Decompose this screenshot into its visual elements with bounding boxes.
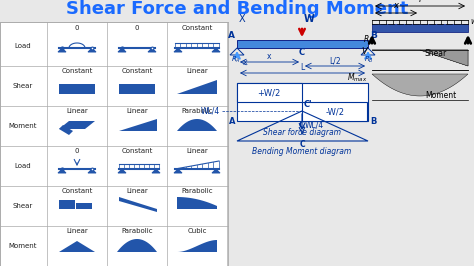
Text: Moment: Moment [9,243,37,249]
Text: l: l [419,0,421,4]
Text: Load: Load [15,43,31,49]
Polygon shape [119,197,157,212]
Text: Constant: Constant [61,68,93,74]
Text: A: A [228,117,235,126]
Text: Shear: Shear [13,203,33,209]
Text: X: X [243,60,247,66]
Text: Moment: Moment [425,92,456,101]
Text: 0: 0 [135,25,139,31]
Text: C: C [299,121,305,130]
Polygon shape [212,48,220,52]
Polygon shape [177,80,217,94]
Text: -W/2: -W/2 [326,107,345,117]
Text: $M_{max}$: $M_{max}$ [347,72,367,84]
Text: Cubic: Cubic [187,228,207,234]
Text: Parabolic: Parabolic [181,188,213,194]
Text: Linear: Linear [126,188,148,194]
Text: A: A [228,31,235,40]
Text: C': C' [304,100,313,109]
Polygon shape [148,48,156,52]
Text: $R_B$: $R_B$ [364,55,374,65]
Text: V: V [361,48,367,56]
Polygon shape [88,169,96,173]
Polygon shape [212,169,220,173]
Text: L/2: L/2 [329,56,341,65]
Text: Bending Moment diagram: Bending Moment diagram [252,147,352,156]
Text: x: x [267,52,271,61]
Text: C: C [299,48,305,57]
Text: Shear Force and Bending Moment: Shear Force and Bending Moment [66,0,408,18]
Text: C: C [299,140,305,149]
Text: R: R [364,35,369,44]
Text: +W/2: +W/2 [257,89,281,98]
Polygon shape [372,74,468,96]
Polygon shape [174,169,182,173]
Bar [0,22,228,266]
Polygon shape [420,50,468,66]
Text: Constant: Constant [121,148,153,154]
Text: Parabolic: Parabolic [121,228,153,234]
Text: Constant: Constant [61,188,93,194]
Text: X: X [239,14,246,24]
Text: 0: 0 [75,25,79,31]
Polygon shape [59,241,95,252]
Polygon shape [88,48,96,52]
Text: Constant: Constant [121,68,153,74]
Bar [119,84,155,94]
Text: W: W [304,14,315,24]
Polygon shape [117,239,157,252]
Text: x: x [393,1,399,10]
Polygon shape [58,169,66,173]
Polygon shape [174,48,182,52]
Bar [76,203,92,209]
Bar [372,24,468,32]
Text: 0: 0 [75,148,79,154]
Text: wl: wl [470,18,474,27]
Text: Linear: Linear [186,68,208,74]
Text: Shear: Shear [13,83,33,89]
Bar [237,40,368,48]
Polygon shape [59,121,95,129]
Text: Parabolic: Parabolic [181,108,213,114]
Polygon shape [58,48,66,52]
Text: Moment: Moment [9,123,37,129]
Text: $R_A$: $R_A$ [231,55,241,65]
Text: Shear force diagram: Shear force diagram [263,128,341,137]
Polygon shape [118,169,126,173]
Text: WL/4: WL/4 [305,120,324,130]
Bar [59,84,95,94]
Text: Linear: Linear [66,228,88,234]
Polygon shape [59,125,73,135]
Text: Load: Load [15,163,31,169]
Text: L: L [300,63,304,72]
Polygon shape [177,197,217,209]
Polygon shape [177,119,217,131]
Text: B: B [370,117,376,126]
Polygon shape [119,119,157,131]
Text: WL/4: WL/4 [201,106,220,115]
Text: Shear: Shear [425,49,447,59]
Polygon shape [118,48,126,52]
Polygon shape [177,240,217,252]
Bar [237,83,302,102]
Bar [237,83,368,121]
Bar [59,200,75,209]
Polygon shape [152,169,160,173]
Polygon shape [372,50,468,66]
Text: Linear: Linear [186,148,208,154]
Bar [302,102,367,121]
Text: B: B [370,31,377,40]
Text: Linear: Linear [126,108,148,114]
Text: Constant: Constant [182,25,213,31]
Text: Linear: Linear [66,108,88,114]
